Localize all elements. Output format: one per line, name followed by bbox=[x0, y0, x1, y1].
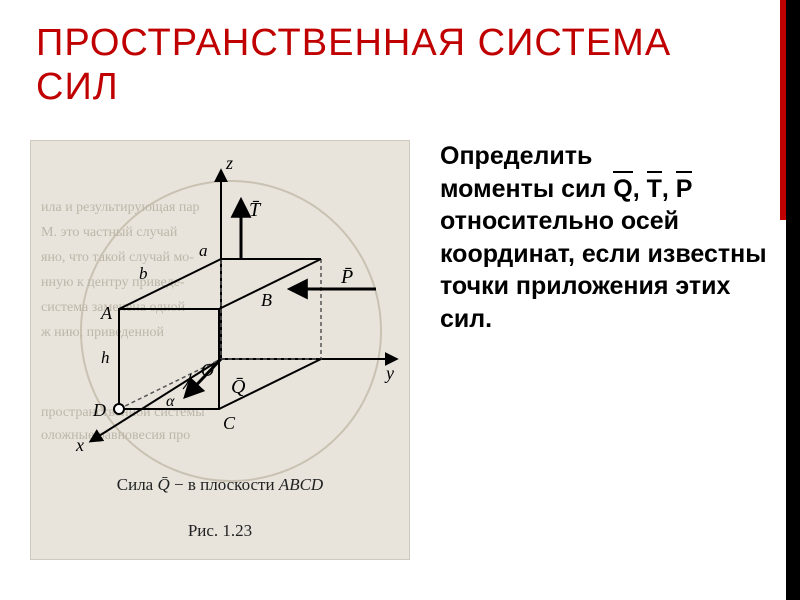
faded-text: ж нию, приведенной bbox=[40, 325, 164, 340]
label-y: y bbox=[384, 363, 394, 383]
label-alpha: α bbox=[166, 393, 175, 410]
label-D: D bbox=[92, 400, 106, 420]
page-title: ПРОСТРАНСТВЕННАЯ СИСТЕМА СИЛ bbox=[36, 22, 736, 109]
figure-panel: ила и результирующая пар M. это частный … bbox=[30, 140, 410, 560]
label-a: a bbox=[199, 241, 208, 260]
accent-bar-red bbox=[780, 0, 786, 220]
text-line2: моменты сил bbox=[440, 175, 606, 203]
content-row: ила и результирующая пар M. это частный … bbox=[30, 140, 770, 560]
label-T: T̄ bbox=[249, 199, 262, 221]
figure-caption-plane: Сила Q̄ − в плоскости ABCD bbox=[31, 475, 409, 495]
label-Q: Q̄ bbox=[231, 376, 246, 398]
faded-text: M. это частный случай bbox=[41, 225, 178, 240]
label-x: x bbox=[75, 435, 84, 455]
slide: ПРОСТРАНСТВЕННАЯ СИСТЕМА СИЛ ила и резул… bbox=[0, 0, 800, 600]
text-line1: Определить bbox=[440, 142, 592, 170]
point-D-hinge bbox=[114, 404, 124, 414]
label-A: A bbox=[100, 303, 113, 323]
caption-pre: Сила bbox=[117, 475, 158, 494]
vec-P: P bbox=[676, 173, 693, 206]
caption-Q: Q̄ bbox=[157, 475, 169, 494]
caption-post: − в плоскости bbox=[170, 475, 279, 494]
accent-bar-black bbox=[786, 0, 800, 600]
faded-text: система заменена одной bbox=[41, 300, 186, 315]
label-z: z bbox=[225, 153, 233, 173]
label-h: h bbox=[101, 348, 110, 367]
figure-number: Рис. 1.23 bbox=[31, 521, 409, 541]
faded-text: яно, что такой случай мо- bbox=[41, 250, 194, 265]
caption-ABCD: ABCD bbox=[279, 475, 323, 494]
label-B: B bbox=[261, 290, 272, 310]
label-b: b bbox=[139, 264, 148, 283]
faded-text: ила и результирующая пар bbox=[41, 200, 200, 215]
text-line3: относительно осей координат, если извест… bbox=[440, 207, 767, 333]
label-C: C bbox=[223, 413, 236, 433]
problem-text: Определить моменты сил Q, T, P относител… bbox=[440, 140, 770, 560]
cube-diagram: ила и результирующая пар M. это частный … bbox=[31, 141, 411, 561]
vec-Q: Q bbox=[613, 173, 632, 206]
label-P: P̄ bbox=[340, 266, 353, 288]
faded-text: оложные равновесия про bbox=[41, 428, 190, 443]
vec-T: T bbox=[647, 173, 662, 206]
